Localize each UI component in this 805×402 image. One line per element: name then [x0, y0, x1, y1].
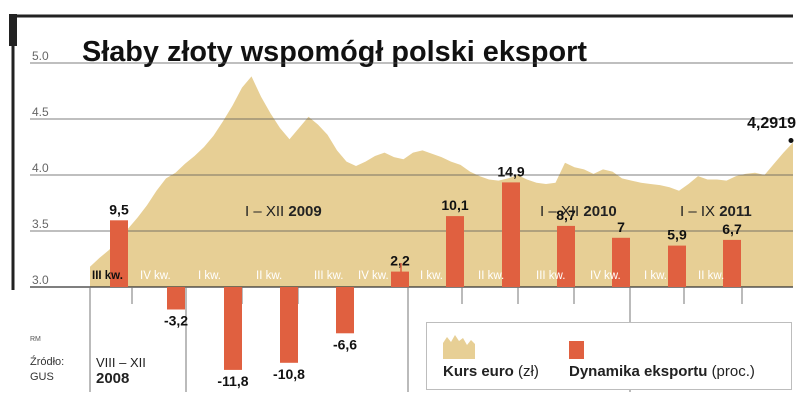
legend-bar-swatch [569, 341, 584, 359]
quarter-label: IV kw. [140, 270, 171, 282]
legend: Kurs euro (zł) Dynamika eksportu (proc.) [426, 322, 792, 390]
quarter-label: IV kw. [590, 270, 621, 282]
period-label-months: I – IX [680, 203, 719, 220]
source-code: RM [30, 336, 41, 343]
bar [612, 237, 630, 287]
bar-value-label: -10,8 [273, 366, 305, 382]
y-tick-label: 4.0 [32, 161, 49, 175]
range-note-months: VIII – XII [96, 355, 146, 370]
period-label-year: 2011 [719, 203, 752, 220]
period-label: I – XII 2010 [540, 203, 617, 220]
period-label: I – XII 2009 [245, 203, 322, 220]
legend-bar-label: Dynamika eksportu [569, 363, 708, 380]
quarter-label: I kw. [644, 270, 667, 282]
source-name: GUS [30, 371, 54, 383]
y-tick-label: 4.5 [32, 105, 49, 119]
period-label-year: 2009 [288, 203, 321, 220]
bar-value-label: 5,9 [667, 227, 687, 243]
bar [557, 225, 575, 287]
quarter-label: III kw. [314, 270, 343, 282]
bar-value-label: 14,9 [497, 163, 524, 179]
bar [723, 239, 741, 287]
series-area-kurs-euro [90, 76, 793, 288]
bar [110, 220, 128, 287]
bar-value-label: 10,1 [441, 197, 468, 213]
bar-value-label: -11,8 [217, 373, 248, 389]
bar [502, 182, 520, 287]
range-note-year: 2008 [96, 370, 130, 387]
last-value-dot [788, 138, 794, 144]
legend-area-label: Kurs euro [443, 363, 514, 380]
bar [280, 287, 298, 363]
bar [391, 271, 409, 287]
bar-value-label: 8,7 [556, 207, 576, 223]
bar [336, 287, 354, 334]
source-label: Źródło: [30, 356, 65, 368]
bar [668, 245, 686, 287]
frame-corner-block [9, 14, 17, 46]
bar-value-label: 2,2 [390, 253, 410, 269]
bar [224, 287, 242, 370]
last-value-label: 4,2919 [747, 115, 796, 132]
bar-value-label: -3,2 [164, 313, 188, 329]
bar-value-label: 6,7 [722, 221, 742, 237]
period-label-year: 2010 [583, 203, 616, 220]
quarter-label: III kw. [536, 270, 565, 282]
y-tick-label: 5.0 [32, 49, 49, 63]
legend-area-entry: Kurs euro (zł) [443, 363, 539, 380]
bar [446, 216, 464, 287]
y-tick-label: 3.5 [32, 217, 49, 231]
legend-area-swatch [443, 335, 475, 359]
period-label: I – IX 2011 [680, 203, 752, 220]
period-label-months: I – XII [245, 203, 288, 220]
period-label-months: I – XII [540, 203, 583, 220]
bar [167, 287, 185, 310]
quarter-label: I kw. [198, 270, 221, 282]
legend-area-unit: (zł) [518, 363, 539, 380]
bar-value-label: 9,5 [109, 201, 129, 217]
quarter-label: I kw. [420, 270, 443, 282]
quarter-label: II kw. [256, 270, 282, 282]
quarter-label: II kw. [478, 270, 504, 282]
quarter-label: II kw. [698, 270, 724, 282]
bar-value-label: -6,6 [333, 336, 357, 352]
legend-bar-entry: Dynamika eksportu (proc.) [569, 363, 755, 380]
y-tick-label: 3.0 [32, 273, 49, 287]
legend-bar-unit: (proc.) [711, 363, 755, 380]
quarter-label: IV kw. [358, 270, 389, 282]
quarter-label: III kw. [92, 270, 123, 282]
bar-value-label: 7 [617, 219, 625, 235]
